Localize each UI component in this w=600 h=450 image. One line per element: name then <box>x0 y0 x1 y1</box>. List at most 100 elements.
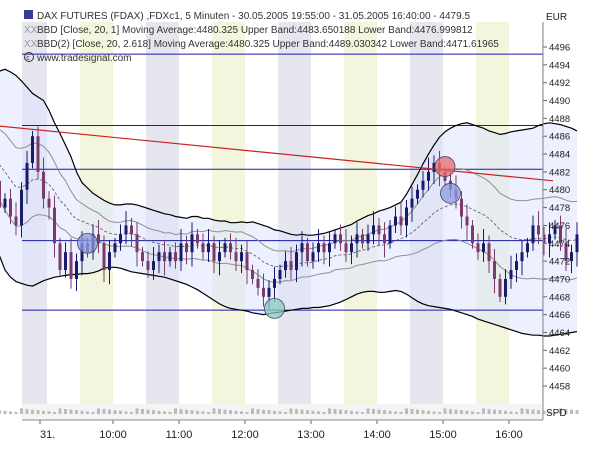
candle-body <box>267 287 271 297</box>
volume-bar <box>504 410 507 414</box>
candle-body <box>212 243 216 262</box>
volume-bar <box>218 409 221 414</box>
candle-body <box>251 270 254 279</box>
volume-bar <box>405 408 408 414</box>
volume-bar <box>465 410 469 414</box>
candle-body <box>509 270 513 279</box>
volume-bar <box>97 408 100 414</box>
volume-bar <box>498 410 502 414</box>
candle-body <box>278 270 282 279</box>
volume-bar <box>449 409 452 414</box>
candle-body <box>421 180 425 190</box>
volume-bar <box>102 409 106 414</box>
candle-body <box>69 252 73 279</box>
marker-blue <box>440 182 461 204</box>
candle-body <box>493 261 496 279</box>
volume-bar <box>240 411 243 414</box>
candle-body <box>416 189 419 199</box>
candle-body <box>130 225 133 235</box>
candle-body <box>0 180 1 208</box>
candle-body <box>553 225 557 235</box>
legend-swatch <box>24 10 33 19</box>
volume-bar <box>223 409 227 414</box>
candle-body <box>80 243 84 262</box>
candle-body <box>564 243 568 262</box>
candle-body <box>64 252 67 271</box>
candle-body <box>157 252 161 262</box>
candle-body <box>108 252 111 271</box>
y-axis: 4458 4460 4462 4464 4466 4468 4470 4472 4474 4476… <box>543 43 570 393</box>
candle-body <box>223 243 227 253</box>
candle-body <box>465 216 469 226</box>
candle-body <box>339 234 342 244</box>
candle-body <box>498 278 502 297</box>
candle-body <box>190 234 194 253</box>
volume-bar <box>366 408 370 414</box>
volume-bar <box>31 409 34 414</box>
volume-bar <box>383 410 386 414</box>
legend-bbd2-prefix: XX <box>24 39 38 50</box>
candle-body <box>14 216 18 226</box>
volume-bar <box>542 410 546 414</box>
candle-body <box>42 171 45 199</box>
candle-body <box>289 261 293 271</box>
candle-body <box>333 234 337 244</box>
volume-label: SPD <box>546 408 567 419</box>
candle-body <box>531 225 535 244</box>
markers <box>77 156 461 319</box>
volume-bar <box>432 411 436 414</box>
volume-bar <box>245 412 249 414</box>
candle-body <box>570 252 573 262</box>
volume-bar <box>388 410 392 414</box>
volume-bar <box>509 411 513 414</box>
volume-bar <box>427 410 430 414</box>
volume-bar <box>493 409 496 414</box>
y-tick-label: 4490 <box>549 96 570 107</box>
x-tick-label: 14:00 <box>363 429 391 441</box>
y-tick-label: 4480 <box>549 185 570 196</box>
candle-body <box>256 278 260 288</box>
volume-bar <box>399 412 403 414</box>
legend-bbd-prefix: XX <box>24 25 38 36</box>
volume-bar <box>256 409 260 414</box>
volume-bar <box>119 410 122 414</box>
volume-bar <box>108 409 111 414</box>
y-tick-label: 4458 <box>549 382 570 393</box>
volume-bar <box>328 408 331 414</box>
volume-bar <box>229 410 232 414</box>
y-tick-label: 4486 <box>549 132 570 143</box>
candle-body <box>383 234 386 244</box>
candle-body <box>410 198 414 208</box>
volume-bar <box>47 411 51 414</box>
candle-body <box>350 243 353 253</box>
y-tick-label: 4476 <box>549 221 570 232</box>
x-tick-label: 10:00 <box>99 429 127 441</box>
y-tick-label: 4464 <box>549 328 570 339</box>
volume-bar <box>361 412 364 414</box>
x-tick-label: 15:00 <box>429 429 457 441</box>
band-fills <box>0 69 577 336</box>
volume-bar <box>58 408 62 414</box>
candle-body <box>119 234 122 244</box>
volume-bar <box>20 408 23 414</box>
volume-bar <box>537 410 540 414</box>
volume-bar <box>14 412 18 414</box>
volume-bar <box>53 412 56 414</box>
volume-bar <box>130 412 133 414</box>
candle-body <box>201 243 205 253</box>
candle-body <box>174 252 177 262</box>
candle-body <box>460 198 463 217</box>
volume-bar <box>333 409 337 414</box>
candle-body <box>372 225 375 235</box>
candle-body <box>300 243 304 253</box>
volume-bar <box>394 411 397 414</box>
y-tick-label: 4472 <box>549 257 570 268</box>
volume-bar <box>135 408 139 414</box>
candle-body <box>135 234 139 253</box>
candle-body <box>97 234 100 244</box>
volume-bar <box>410 409 414 414</box>
candle-body <box>542 234 546 244</box>
candle-body <box>179 243 183 262</box>
y-tick-label: 4496 <box>549 43 570 54</box>
